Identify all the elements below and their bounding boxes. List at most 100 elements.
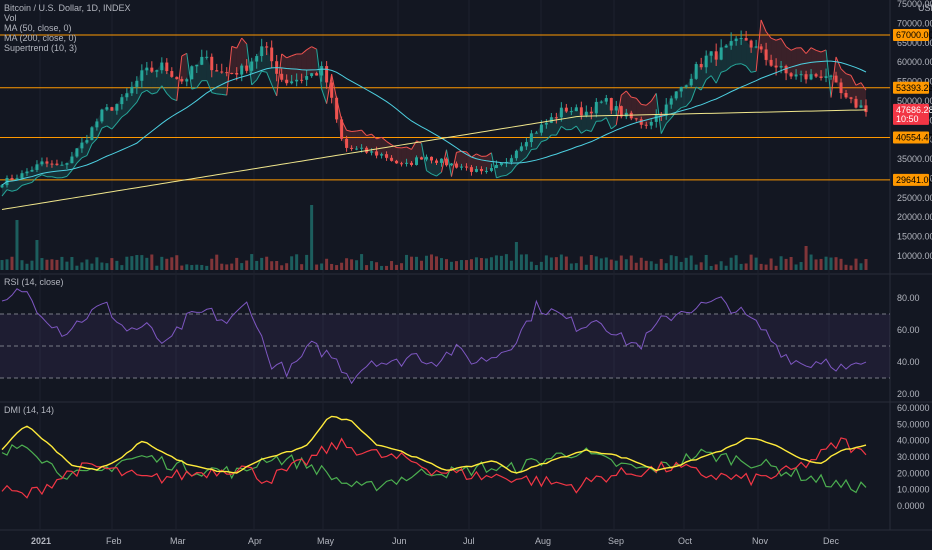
supertrend-fill — [776, 38, 782, 68]
volume-bar — [85, 259, 89, 270]
candle-body — [425, 156, 429, 160]
candle-body — [464, 166, 468, 168]
supertrend-fill — [51, 163, 57, 178]
supertrend-fill — [171, 76, 177, 101]
supertrend-line — [311, 46, 317, 50]
supertrend-line — [126, 107, 133, 114]
supertrend-fill — [416, 140, 422, 160]
candle-body — [819, 76, 823, 79]
volume-bar — [574, 263, 578, 270]
rsi-legend: RSI (14, close) — [4, 277, 64, 287]
level-tag — [893, 173, 929, 186]
supertrend-line — [800, 47, 807, 54]
volume-bar — [824, 256, 828, 270]
candle-body — [335, 97, 339, 120]
dmi-tick-label: 50.0000 — [897, 419, 930, 429]
supertrend-line — [31, 177, 38, 183]
legend-vol[interactable]: Vol — [4, 13, 17, 23]
supertrend-line — [231, 45, 237, 49]
volume-bar — [285, 263, 289, 270]
price-axis[interactable]: 75000.00 70000.00 65000.00 60000.00 55000.00… — [893, 0, 932, 511]
candle-body — [509, 158, 513, 163]
volume-bar — [400, 263, 404, 270]
volume-bar — [774, 265, 778, 270]
supertrend-line — [710, 75, 717, 84]
supertrend-line — [266, 72, 273, 85]
legend-rsi[interactable]: RSI (14, close) — [4, 277, 64, 287]
ma200-line — [1, 109, 867, 210]
level-tag-label: 67000.00 — [896, 30, 932, 40]
volume-bar — [290, 256, 294, 270]
candle-body — [524, 142, 528, 147]
level-tag-label: 29641.00 — [896, 175, 932, 185]
candle-body — [210, 56, 214, 71]
volume-bar — [804, 246, 808, 270]
legend-supertrend[interactable]: Supertrend (10, 3) — [4, 43, 78, 53]
volume-bar — [100, 262, 104, 270]
volume-bar — [519, 254, 523, 270]
candle-body — [155, 70, 159, 72]
symbol-line[interactable]: Bitcoin / U.S. Dollar, 1D, INDEX — [4, 3, 131, 13]
supertrend-fill — [486, 152, 492, 171]
horizontal-levels[interactable] — [0, 34, 890, 181]
supertrend-line — [136, 92, 143, 103]
supertrend-fill — [821, 49, 827, 79]
candle-body — [405, 162, 409, 164]
volume-bar — [240, 263, 244, 270]
supertrend-fill — [476, 153, 482, 172]
rsi-tick-label: 20.00 — [897, 389, 920, 399]
candle-body — [859, 105, 863, 108]
supertrend-fill — [236, 38, 242, 75]
candle-body — [564, 107, 568, 112]
time-tick-label: 2021 — [31, 536, 51, 546]
volume-bar — [55, 259, 59, 270]
supertrend-line — [16, 185, 23, 191]
supertrend-line — [850, 75, 857, 86]
supertrend-line — [146, 89, 153, 95]
volume-bar — [704, 254, 708, 270]
supertrend-fill — [581, 111, 587, 134]
supertrend-fill — [11, 178, 17, 192]
candle-body — [390, 157, 394, 161]
supertrend-line — [21, 183, 28, 186]
supertrend-line — [736, 63, 742, 65]
supertrend-line — [571, 125, 577, 130]
supertrend-line — [820, 49, 827, 53]
volume-bar — [110, 258, 114, 270]
candle-body — [115, 104, 119, 111]
supertrend-line — [401, 146, 407, 149]
volume-bar — [719, 261, 723, 270]
candle-body — [724, 45, 728, 48]
volume-bar — [0, 260, 4, 270]
volume-bar — [425, 255, 429, 270]
legend-ma200[interactable]: MA (200, close, 0) — [4, 33, 77, 43]
volume-bar — [75, 265, 79, 270]
supertrend-line — [186, 53, 193, 90]
volume-bar — [205, 265, 209, 270]
rsi-tick-label: 60.00 — [897, 325, 920, 335]
supertrend-line — [111, 122, 118, 130]
time-axis[interactable]: 2021 Feb Mar Apr May Jun Jul Aug Sep Oct Nov Dec — [31, 536, 840, 546]
price-tick-label: 15000.00 — [897, 232, 932, 242]
supertrend-fill — [586, 111, 592, 132]
legend-dmi[interactable]: DMI (14, 14) — [4, 405, 55, 415]
supertrend-line — [860, 82, 867, 91]
supertrend-line — [291, 53, 297, 57]
candle-body — [739, 38, 743, 40]
dmi-tick-label: 0.0000 — [897, 501, 925, 511]
volume-bar — [10, 256, 14, 270]
volume-bar — [809, 254, 813, 270]
supertrend-line — [620, 90, 627, 96]
supertrend-line — [751, 70, 757, 73]
supertrend-fill — [861, 82, 866, 113]
legend-ma50[interactable]: MA (50, close, 0) — [4, 23, 72, 33]
supertrend-line — [681, 105, 687, 109]
volume-bar — [215, 254, 219, 270]
supertrend-fill — [46, 163, 52, 177]
candle-body — [789, 73, 793, 77]
volume-bar — [270, 261, 274, 270]
volume-bar — [250, 254, 254, 270]
volume-bar — [799, 262, 803, 270]
candle-body — [664, 104, 668, 116]
